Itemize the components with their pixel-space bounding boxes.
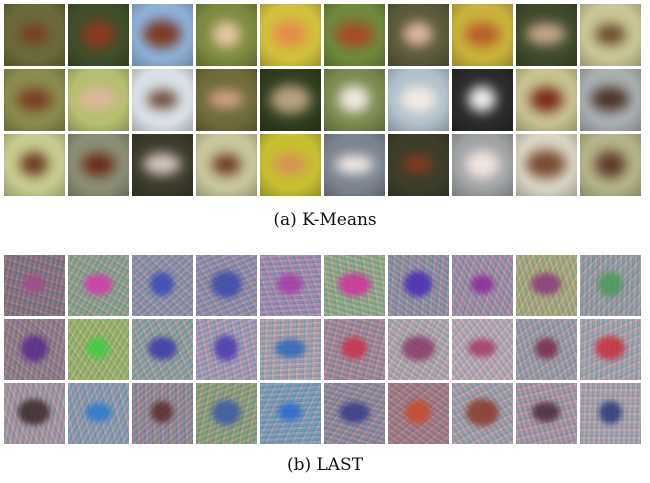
kmeans-image-grid	[4, 4, 646, 196]
kmeans-cluster-image	[324, 134, 385, 196]
last-filter-image	[452, 383, 513, 444]
last-panel	[4, 255, 646, 444]
kmeans-cluster-image	[4, 134, 65, 196]
kmeans-cluster-image	[196, 4, 257, 66]
kmeans-cluster-image	[452, 134, 513, 196]
kmeans-cluster-image	[324, 4, 385, 66]
kmeans-cluster-image	[4, 69, 65, 131]
kmeans-cluster-image	[580, 69, 641, 131]
kmeans-cluster-image	[516, 134, 577, 196]
kmeans-cluster-image	[388, 69, 449, 131]
last-filter-image	[452, 319, 513, 380]
kmeans-cluster-image	[324, 69, 385, 131]
last-filter-image	[516, 383, 577, 444]
last-filter-image	[4, 383, 65, 444]
kmeans-cluster-image	[132, 134, 193, 196]
kmeans-cluster-image	[132, 69, 193, 131]
kmeans-cluster-image	[388, 134, 449, 196]
last-filter-image	[132, 383, 193, 444]
last-filter-image	[516, 319, 577, 380]
kmeans-cluster-image	[196, 69, 257, 131]
last-filter-image	[4, 255, 65, 316]
last-filter-image	[580, 255, 641, 316]
last-filter-image	[132, 319, 193, 380]
last-filter-image	[196, 383, 257, 444]
kmeans-cluster-image	[452, 4, 513, 66]
last-filter-image	[68, 319, 129, 380]
kmeans-cluster-image	[388, 4, 449, 66]
last-caption: (b) LAST	[286, 455, 364, 475]
kmeans-cluster-image	[260, 69, 321, 131]
last-filter-image	[324, 255, 385, 316]
last-filter-image	[516, 255, 577, 316]
kmeans-cluster-image	[260, 4, 321, 66]
last-filter-image	[452, 255, 513, 316]
last-filter-image	[68, 255, 129, 316]
kmeans-cluster-image	[68, 134, 129, 196]
last-filter-image	[580, 319, 641, 380]
last-filter-image	[260, 383, 321, 444]
kmeans-cluster-image	[132, 4, 193, 66]
last-filter-image	[260, 255, 321, 316]
kmeans-cluster-image	[580, 4, 641, 66]
kmeans-cluster-image	[68, 69, 129, 131]
kmeans-cluster-image	[196, 134, 257, 196]
kmeans-cluster-image	[4, 4, 65, 66]
kmeans-cluster-image	[452, 69, 513, 131]
last-filter-image	[388, 255, 449, 316]
kmeans-cluster-image	[68, 4, 129, 66]
last-filter-image	[68, 383, 129, 444]
last-filter-image	[4, 319, 65, 380]
kmeans-cluster-image	[516, 4, 577, 66]
kmeans-cluster-image	[516, 69, 577, 131]
last-filter-image	[196, 319, 257, 380]
kmeans-caption: (a) K-Means	[273, 210, 377, 230]
last-filter-image	[132, 255, 193, 316]
last-filter-image	[388, 383, 449, 444]
last-filter-image	[324, 319, 385, 380]
last-image-grid	[4, 255, 646, 444]
last-filter-image	[196, 255, 257, 316]
last-filter-image	[580, 383, 641, 444]
last-filter-image	[324, 383, 385, 444]
last-filter-image	[388, 319, 449, 380]
kmeans-cluster-image	[580, 134, 641, 196]
last-filter-image	[260, 319, 321, 380]
kmeans-cluster-image	[260, 134, 321, 196]
kmeans-panel	[4, 4, 646, 196]
